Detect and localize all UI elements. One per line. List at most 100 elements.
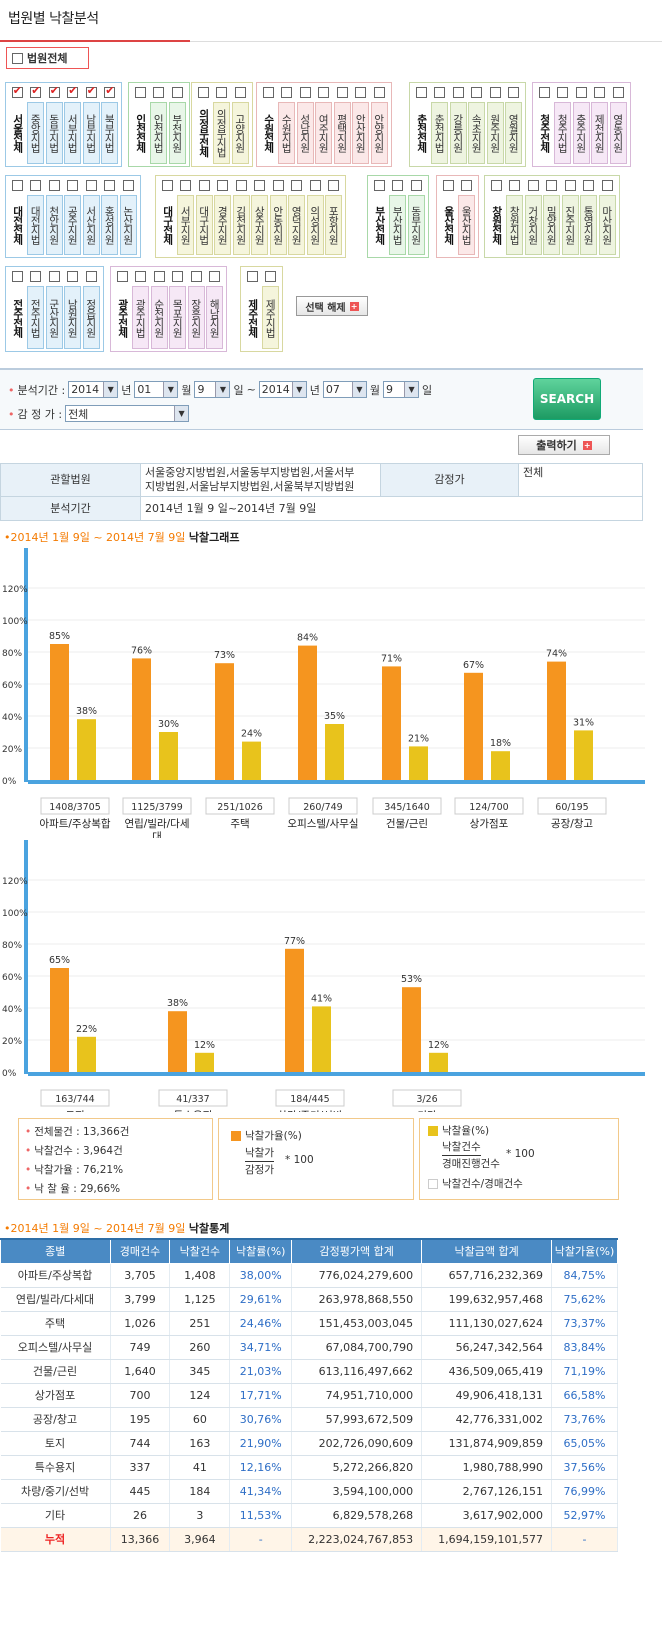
checkbox-icon[interactable] — [434, 87, 446, 98]
court-checkbox[interactable]: 제천지원 — [591, 87, 610, 164]
from-year-select[interactable]: 2014 ▼ — [68, 381, 119, 398]
court-checkbox[interactable]: 상주지원 — [251, 180, 270, 255]
court-group-all-checkbox[interactable]: 춘천전체 — [412, 87, 431, 164]
checkbox-icon[interactable] — [442, 180, 454, 191]
checkbox-icon[interactable] — [262, 87, 274, 98]
court-checkbox[interactable]: 영동지원 — [609, 87, 628, 164]
court-checkbox[interactable]: 서부지원 — [177, 180, 196, 255]
checkbox-icon[interactable] — [104, 84, 116, 98]
checkbox-icon[interactable] — [30, 271, 42, 282]
checkbox-icon[interactable] — [392, 180, 404, 191]
checkbox-icon[interactable] — [471, 87, 483, 98]
print-button[interactable]: 출력하기 + — [518, 435, 610, 455]
checkbox-icon[interactable] — [190, 271, 202, 282]
court-checkbox[interactable]: 성남지원 — [296, 87, 315, 164]
court-checkbox[interactable]: 춘천지법 — [431, 87, 450, 164]
court-group-all-checkbox[interactable]: 창원전체 — [487, 180, 506, 255]
court-group-all-checkbox[interactable]: 대구전체 — [158, 180, 177, 255]
court-checkbox[interactable]: 김천지원 — [232, 180, 251, 255]
from-month-select[interactable]: 01 ▼ — [134, 381, 179, 398]
court-checkbox[interactable]: 공주지원 — [64, 180, 83, 255]
checkbox-icon[interactable] — [11, 180, 23, 191]
court-group-all-checkbox[interactable]: 의정부전체 — [194, 87, 213, 164]
court-checkbox[interactable]: 군산지원 — [45, 271, 64, 349]
checkbox-icon[interactable] — [234, 87, 246, 98]
checkbox-icon[interactable] — [217, 180, 229, 191]
to-year-select[interactable]: 2014 ▼ — [258, 381, 307, 398]
checkbox-icon[interactable] — [12, 52, 23, 64]
checkbox-icon[interactable] — [67, 271, 79, 282]
search-button[interactable]: SEARCH — [533, 378, 601, 420]
court-group-all-checkbox[interactable]: 인천전체 — [131, 87, 150, 164]
checkbox-icon[interactable] — [116, 271, 128, 282]
court-group-all-checkbox[interactable]: 수원전체 — [259, 87, 278, 164]
court-checkbox[interactable]: 대전지법 — [27, 180, 46, 255]
court-checkbox[interactable]: 부산지법 — [389, 180, 408, 255]
court-group-all-checkbox[interactable]: 부산전체 — [370, 180, 389, 255]
checkbox-icon[interactable] — [134, 87, 146, 98]
checkbox-icon[interactable] — [328, 180, 340, 191]
checkbox-icon[interactable] — [594, 87, 606, 98]
checkbox-icon[interactable] — [48, 271, 60, 282]
checkbox-icon[interactable] — [461, 180, 473, 191]
checkbox-icon[interactable] — [153, 271, 165, 282]
court-checkbox[interactable]: 제주지법 — [262, 271, 281, 349]
checkbox-icon[interactable] — [161, 180, 173, 191]
checkbox-icon[interactable] — [153, 87, 165, 98]
checkbox-icon[interactable] — [527, 180, 539, 191]
checkbox-icon[interactable] — [172, 271, 184, 282]
checkbox-icon[interactable] — [198, 180, 210, 191]
checkbox-icon[interactable] — [564, 180, 576, 191]
court-group-all-checkbox[interactable]: 울산전체 — [439, 180, 458, 255]
court-group-all-checkbox[interactable]: 청주전체 — [535, 87, 554, 164]
checkbox-icon[interactable] — [410, 180, 422, 191]
court-checkbox[interactable]: 동부지원 — [407, 180, 426, 255]
checkbox-icon[interactable] — [104, 180, 116, 191]
checkbox-icon[interactable] — [180, 180, 192, 191]
checkbox-icon[interactable] — [216, 87, 228, 98]
checkbox-icon[interactable] — [490, 180, 502, 191]
court-checkbox[interactable]: 충주지원 — [572, 87, 591, 164]
checkbox-icon[interactable] — [291, 180, 303, 191]
court-checkbox[interactable]: 정읍지원 — [82, 271, 101, 349]
court-all-checkbox[interactable]: 법원전체 — [6, 47, 89, 69]
deselect-button[interactable]: 선택 해제 + — [296, 296, 368, 316]
checkbox-icon[interactable] — [509, 180, 521, 191]
court-checkbox[interactable]: 홍성지원 — [101, 180, 120, 255]
court-checkbox[interactable]: 인천지법 — [150, 87, 169, 164]
checkbox-icon[interactable] — [235, 180, 247, 191]
court-checkbox[interactable]: 강릉지원 — [449, 87, 468, 164]
appraiser-select[interactable]: 전체 ▼ — [65, 405, 190, 422]
court-checkbox[interactable]: 여주지원 — [315, 87, 334, 164]
court-checkbox[interactable]: 목포지원 — [169, 271, 188, 349]
court-checkbox[interactable]: 대구지법 — [195, 180, 214, 255]
court-checkbox[interactable]: 안양지원 — [370, 87, 389, 164]
court-checkbox[interactable]: 전주지법 — [27, 271, 46, 349]
court-checkbox[interactable]: 안산지원 — [352, 87, 371, 164]
checkbox-icon[interactable] — [373, 87, 385, 98]
checkbox-icon[interactable] — [171, 87, 183, 98]
court-checkbox[interactable]: 원주지원 — [486, 87, 505, 164]
court-checkbox[interactable]: 경주지원 — [214, 180, 233, 255]
checkbox-icon[interactable] — [122, 180, 134, 191]
checkbox-icon[interactable] — [246, 271, 258, 282]
court-checkbox[interactable]: 통영지원 — [580, 180, 599, 255]
to-month-select[interactable]: 07 ▼ — [322, 381, 367, 398]
court-checkbox[interactable]: 고양지원 — [231, 87, 250, 164]
checkbox-icon[interactable] — [85, 180, 97, 191]
court-checkbox[interactable]: 남부지법 — [82, 84, 101, 164]
checkbox-icon[interactable] — [209, 271, 221, 282]
court-checkbox[interactable]: 창원지법 — [506, 180, 525, 255]
court-checkbox[interactable]: 청주지법 — [554, 87, 573, 164]
checkbox-icon[interactable] — [67, 84, 79, 98]
checkbox-icon[interactable] — [612, 87, 624, 98]
court-checkbox[interactable]: 서산지원 — [82, 180, 101, 255]
checkbox-icon[interactable] — [67, 180, 79, 191]
court-checkbox[interactable]: 수원지법 — [278, 87, 297, 164]
checkbox-icon[interactable] — [272, 180, 284, 191]
checkbox-icon[interactable] — [452, 87, 464, 98]
court-checkbox[interactable]: 밀양지원 — [543, 180, 562, 255]
court-group-all-checkbox[interactable]: 서울전체 — [8, 84, 27, 164]
court-checkbox[interactable]: 순천지원 — [150, 271, 169, 349]
checkbox-icon[interactable] — [601, 180, 613, 191]
